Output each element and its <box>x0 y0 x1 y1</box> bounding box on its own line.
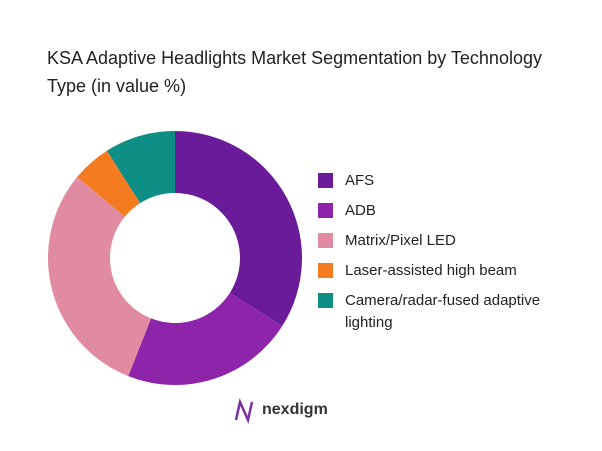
legend-swatch <box>318 233 333 248</box>
legend: AFS ADB Matrix/Pixel LED Laser-assisted hig… <box>318 170 558 342</box>
legend-item: Camera/radar-fused adaptive lighting <box>318 290 558 334</box>
donut-slice <box>128 292 283 385</box>
donut-slice <box>175 131 302 327</box>
legend-swatch <box>318 203 333 218</box>
legend-label: Matrix/Pixel LED <box>345 232 456 249</box>
legend-item: ADB <box>318 200 558 222</box>
legend-item: Matrix/Pixel LED <box>318 230 558 252</box>
legend-label: Camera/radar-fused adaptive lighting <box>345 292 541 331</box>
legend-label: ADB <box>345 202 376 219</box>
legend-swatch <box>318 173 333 188</box>
brand-logo <box>234 398 254 424</box>
donut-slice <box>106 131 175 204</box>
legend-label: AFS <box>345 172 375 189</box>
chart-title: KSA Adaptive Headlights Market Segmentat… <box>47 48 542 96</box>
donut-slice <box>47 177 152 377</box>
legend-item: Laser-assisted high beam <box>318 260 558 282</box>
donut-slice <box>77 150 141 217</box>
legend-swatch <box>318 263 333 278</box>
legend-swatch <box>318 293 333 308</box>
legend-label: Laser-assisted high beam <box>345 262 517 279</box>
brand: nexdigm <box>262 401 328 418</box>
legend-item: AFS <box>318 170 558 192</box>
